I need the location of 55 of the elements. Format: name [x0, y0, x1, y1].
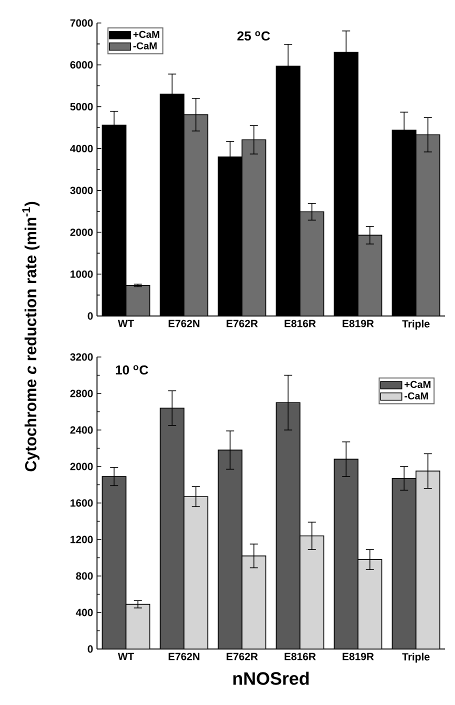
legend-label: +CaM: [133, 30, 160, 38]
y-tick-label: 0: [88, 312, 93, 320]
bar: [300, 536, 324, 649]
y-tick-label: 400: [76, 608, 93, 616]
chart-title: 25 $^{o}$C: [237, 31, 270, 41]
y-tick-label: 2000: [70, 462, 93, 470]
y-tick-label: 800: [76, 572, 93, 580]
bar: [416, 134, 440, 316]
bar: [416, 470, 440, 649]
x-tick-label: E762N: [168, 652, 200, 660]
bar: [184, 496, 208, 649]
bar: [126, 285, 150, 316]
x-tick-label: WT: [118, 652, 134, 660]
y-tick-label: 2400: [70, 426, 93, 434]
y-tick-label: 3200: [70, 353, 93, 361]
bar: [300, 212, 324, 316]
x-tick-label: E816R: [284, 320, 316, 328]
y-tick-label: 1000: [70, 270, 93, 278]
bar: [184, 114, 208, 316]
legend-label: +CaM: [404, 380, 430, 388]
bar: [358, 235, 382, 316]
bar: [358, 560, 382, 649]
bar: [242, 556, 266, 649]
bar: [160, 408, 184, 649]
y-tick-label: 2800: [70, 390, 93, 398]
x-tick-label: E819R: [342, 320, 374, 328]
x-tick-label: E762R: [226, 320, 258, 328]
y-tick-label: 1200: [70, 536, 93, 544]
x-tick-label: Triple: [402, 652, 430, 663]
bar: [242, 140, 266, 316]
y-tick-label: 4000: [70, 144, 93, 152]
y-tick-label: 6000: [70, 61, 93, 69]
y-tick-label: 7000: [70, 19, 93, 27]
y-tick-label: 0: [88, 645, 93, 653]
bar: [392, 478, 416, 649]
x-tick-label: E816R: [284, 652, 316, 660]
y-tick-label: 5000: [70, 103, 93, 110]
bar: [276, 402, 300, 649]
legend-label: -CaM: [133, 42, 157, 50]
legend-label: -CaM: [404, 392, 428, 400]
bar: [334, 459, 358, 649]
x-tick-label: E819R: [342, 652, 374, 660]
x-tick-label: E762R: [226, 652, 258, 660]
x-tick-label: Triple: [402, 320, 430, 330]
x-axis-title: nNOSred: [233, 672, 309, 685]
y-tick-label: 1600: [70, 499, 93, 507]
y-axis-title: Cytochrome c reduction rate (min$^{-1}$): [22, 202, 40, 472]
y-tick-label: 2000: [70, 228, 93, 236]
bar: [218, 450, 242, 649]
x-tick-label: WT: [118, 320, 134, 328]
bar: [102, 476, 126, 649]
bar: [126, 604, 150, 649]
y-tick-label: 3000: [70, 186, 93, 194]
x-tick-label: E762N: [168, 320, 200, 328]
chart-title: 10 $^{o}$C: [116, 365, 148, 375]
